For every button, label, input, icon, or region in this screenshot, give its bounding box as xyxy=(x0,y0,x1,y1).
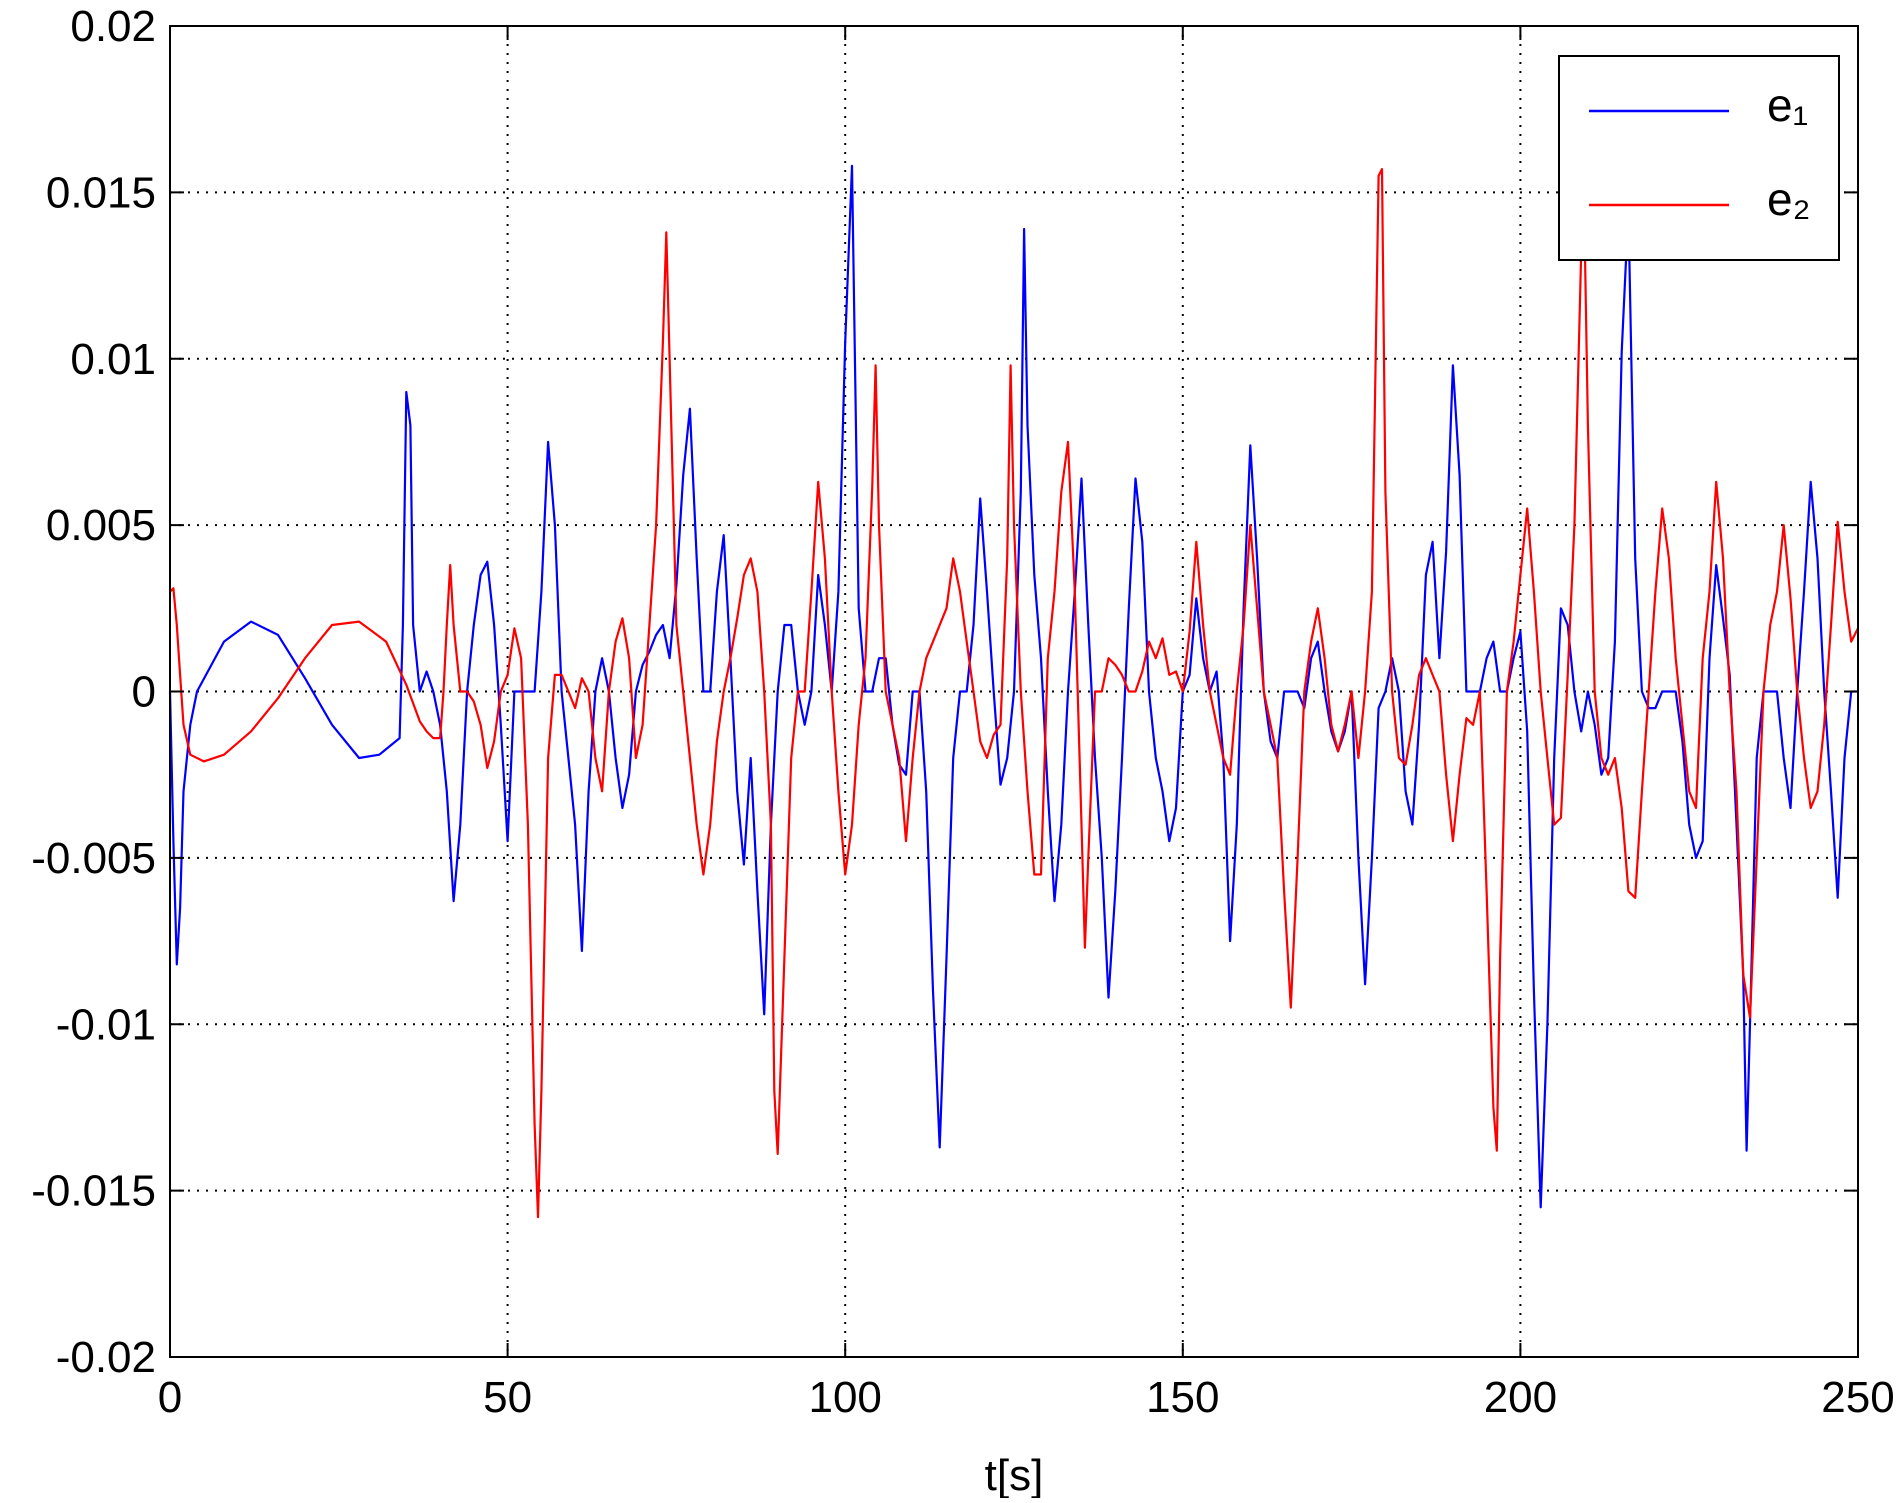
y-tick-label: -0.01 xyxy=(56,1000,156,1049)
legend-label-2: e₂ xyxy=(1767,173,1810,225)
y-tick-label: 0.01 xyxy=(70,335,156,384)
x-tick-label: 200 xyxy=(1484,1373,1557,1422)
y-tick-label: 0.02 xyxy=(70,2,156,51)
legend-label-1: e₁ xyxy=(1767,79,1808,131)
x-tick-label: 250 xyxy=(1821,1373,1894,1422)
axis-ticks: 0 50 100 150 200 250 -0.02 -0.015 -0.01 -0.005 0 0.… xyxy=(31,2,1894,1422)
legend: e₁ e₂ xyxy=(1558,55,1840,261)
x-tick-label: 100 xyxy=(808,1373,881,1422)
y-tick-label: -0.005 xyxy=(31,834,156,883)
x-axis-label: t[s] xyxy=(985,1451,1044,1498)
y-tick-label: 0.005 xyxy=(46,501,156,550)
x-tick-label: 150 xyxy=(1146,1373,1219,1422)
y-tick-label: 0.015 xyxy=(46,168,156,217)
series-line-2 xyxy=(169,168,1859,1219)
y-tick-label: -0.015 xyxy=(31,1167,156,1216)
legend-box xyxy=(1558,55,1840,261)
series-lines xyxy=(168,164,1859,1219)
x-tick-label: 50 xyxy=(483,1373,532,1422)
x-tick-label: 0 xyxy=(158,1373,182,1422)
y-tick-label: -0.02 xyxy=(56,1333,156,1382)
y-tick-label: 0 xyxy=(132,668,156,717)
